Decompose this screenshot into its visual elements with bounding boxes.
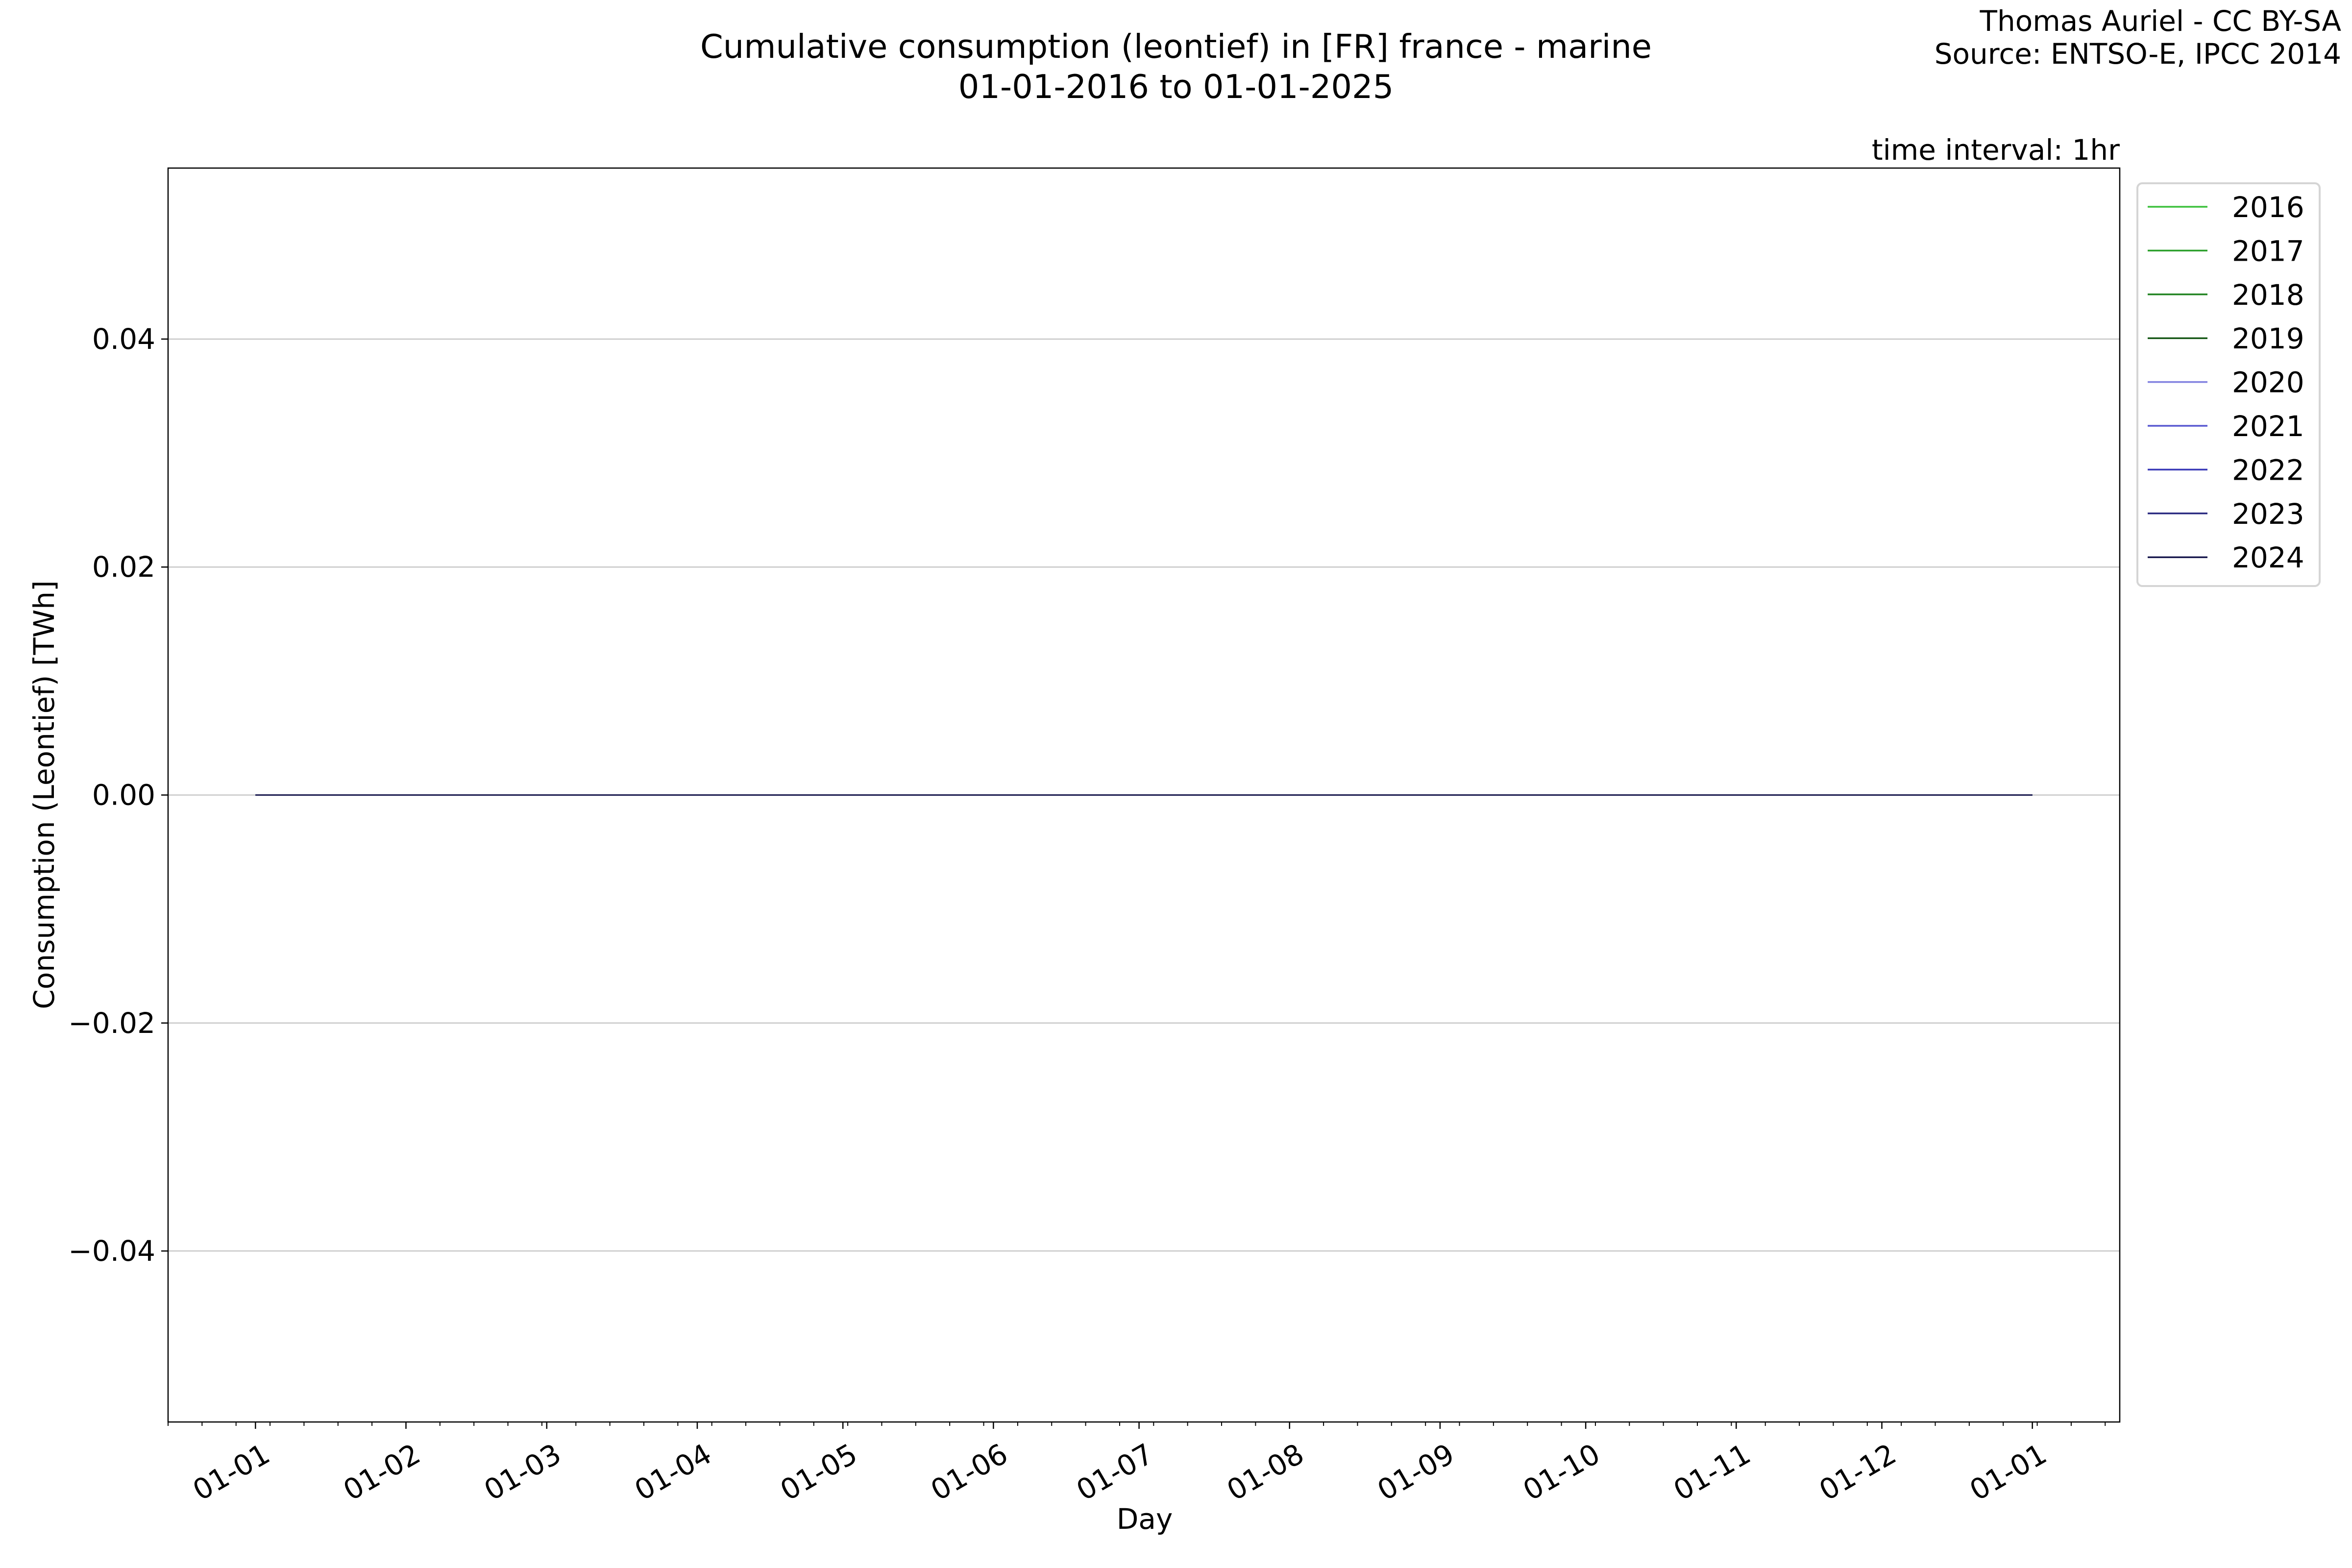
y-tick-label: 0.04 — [92, 322, 155, 356]
x-tick-label: 01-08 — [1221, 1437, 1309, 1507]
legend-label-2020: 2020 — [2232, 366, 2304, 399]
x-tick-label: 01-04 — [629, 1437, 717, 1507]
legend-label-2019: 2019 — [2232, 322, 2304, 355]
y-tick-label: 0.02 — [92, 550, 155, 584]
legend-label-2022: 2022 — [2232, 453, 2304, 487]
x-tick-label: 01-10 — [1518, 1437, 1606, 1507]
x-axis-label: Day — [1117, 1502, 1173, 1536]
x-tick-label: 01-12 — [1813, 1437, 1902, 1507]
legend: 2016 2017 2018 2019 2020 2021 2022 2023 2024 — [2136, 182, 2321, 587]
credit-author: Thomas Auriel - CC BY-SA — [1980, 4, 2342, 38]
x-tick-label: 01-07 — [1071, 1437, 1159, 1507]
legend-label-2023: 2023 — [2232, 497, 2304, 531]
legend-label-2024: 2024 — [2232, 541, 2304, 574]
y-axis-label: Consumption (Leontief) [TWh] — [27, 580, 61, 1009]
x-tick-label: 01-01 — [1964, 1437, 2052, 1507]
legend-box — [2136, 182, 2321, 587]
x-axis: 01-01 01-02 01-03 01-04 01-05 01-06 01-07 01-08… — [168, 1422, 2106, 1507]
legend-label-2016: 2016 — [2232, 191, 2304, 224]
y-tick-label: −0.02 — [68, 1006, 155, 1040]
x-tick-label: 01-01 — [187, 1437, 275, 1507]
legend-label-2017: 2017 — [2232, 234, 2304, 268]
y-tick-label: −0.04 — [68, 1234, 155, 1268]
x-tick-label: 01-05 — [775, 1437, 863, 1507]
x-tick-label: 01-09 — [1372, 1437, 1460, 1507]
legend-label-2021: 2021 — [2232, 410, 2304, 443]
chart-subtitle: 01-01-2016 to 01-01-2025 — [958, 68, 1394, 106]
credit-source: Source: ENTSO-E, IPCC 2014 — [1935, 37, 2341, 71]
legend-label-2018: 2018 — [2232, 278, 2304, 312]
x-tick-label: 01-02 — [338, 1437, 426, 1507]
chart-title: Cumulative consumption (leontief) in [FR… — [700, 27, 1652, 66]
y-axis: 0.04 0.02 0.00 −0.02 −0.04 — [68, 322, 168, 1268]
x-tick-label: 01-06 — [925, 1437, 1013, 1507]
x-tick-label: 01-03 — [478, 1437, 566, 1507]
time-interval-annotation: time interval: 1hr — [1872, 133, 2120, 167]
x-tick-label: 01-11 — [1668, 1437, 1756, 1507]
y-tick-label: 0.00 — [92, 779, 155, 812]
